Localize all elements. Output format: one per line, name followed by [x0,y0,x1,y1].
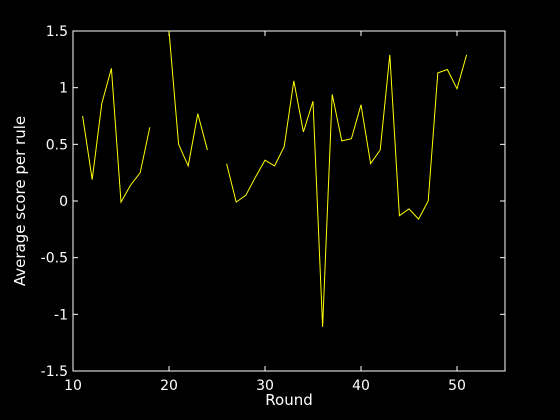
y-tick-label: 1 [59,81,68,97]
series-line [82,68,151,204]
y-tick-label: 0 [59,194,68,210]
series-line [168,30,208,168]
y-axis-ticks: -1.5 -1 -0.5 0 0.5 1 1.5 [41,24,505,380]
x-tick-label: 10 [64,378,82,394]
x-tick-label: 50 [448,378,466,394]
series-layer [82,30,468,327]
x-tick-label: 40 [352,378,370,394]
y-tick-label: 0.5 [46,137,68,153]
x-axis-title: Round [265,391,312,409]
series-line [226,54,468,327]
y-tick-label: -0.5 [41,251,68,267]
x-tick-label: 20 [160,378,178,394]
x-tick-label: 30 [256,378,274,394]
y-tick-label: -1.5 [41,364,68,380]
y-axis-title: Average score per rule [11,116,29,286]
x-axis-ticks: 10 20 30 40 50 [64,31,466,394]
y-tick-label: 1.5 [46,24,68,40]
y-tick-label: -1 [54,307,68,323]
